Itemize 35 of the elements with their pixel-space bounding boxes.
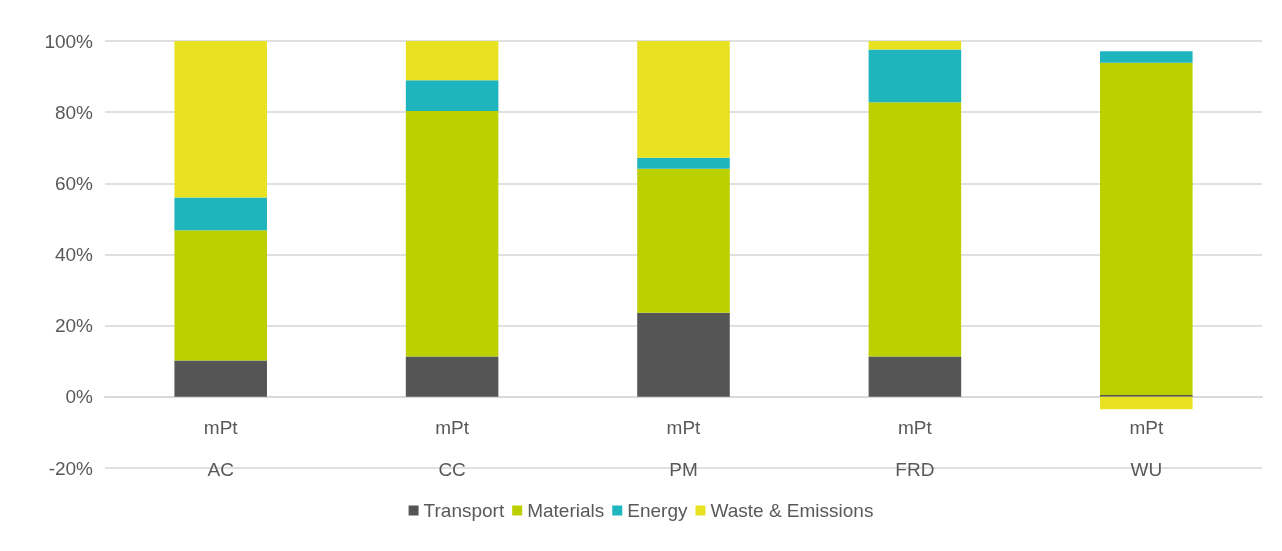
bar: [174, 197, 267, 231]
bar: [405, 356, 499, 397]
y-tick-label: -20%: [48, 457, 94, 479]
x-tick-label: mPt FRD: [895, 416, 935, 480]
bar: [1100, 62, 1193, 396]
x-tick-label: mPt AC: [203, 416, 239, 480]
bar: [174, 360, 267, 397]
bar: [868, 102, 962, 357]
y-tick-label: 20%: [54, 315, 94, 337]
bar: [868, 356, 962, 397]
bar: [637, 312, 730, 397]
x-tick-label: mPt WU: [1129, 416, 1164, 480]
y-tick-label: 40%: [54, 244, 94, 265]
y-tick-label: 60%: [54, 172, 94, 194]
bar: [868, 41, 962, 50]
bar: [637, 41, 730, 158]
legend-label: Transport: [423, 500, 505, 521]
bar: [174, 230, 267, 361]
bar: [868, 49, 962, 103]
bar: [1100, 396, 1193, 410]
bar: [637, 168, 730, 313]
x-tick-label: mPt CC: [435, 416, 470, 480]
legend-label: Materials: [527, 500, 605, 521]
bar: [637, 157, 730, 169]
legend-label: Waste & Emissions: [710, 500, 874, 521]
bar: [405, 80, 499, 112]
bar: [405, 111, 499, 357]
x-tick-label: mPt PM: [666, 416, 702, 480]
y-tick-label: 80%: [54, 101, 94, 123]
bar: [405, 41, 499, 81]
bar: [174, 41, 267, 198]
y-tick-label: 100%: [44, 30, 94, 52]
bar: [1100, 51, 1193, 63]
legend-label: Energy: [627, 500, 688, 521]
y-tick-label: 0%: [65, 386, 94, 408]
